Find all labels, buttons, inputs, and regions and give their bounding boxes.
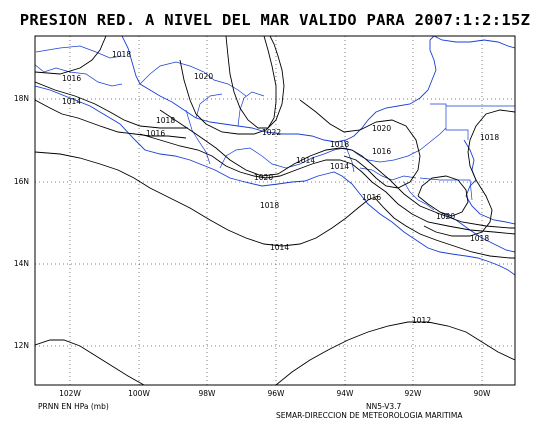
- isobar-label: 1018: [112, 50, 131, 59]
- lon-label: 98W: [199, 389, 217, 398]
- isobar-1016-west: [35, 81, 188, 129]
- isobar-label: 1016: [146, 129, 165, 138]
- model-caption: NN5-V3.7: [366, 402, 402, 411]
- isobar-1018-east: [423, 109, 515, 237]
- lat-label: 14N: [14, 259, 29, 268]
- lon-label: 100W: [128, 389, 150, 398]
- lon-label: 90W: [474, 389, 492, 398]
- isobar-label: 1014: [62, 97, 81, 106]
- caribbean-coast: [463, 139, 515, 225]
- isobar-label: 1012: [412, 316, 431, 325]
- isobar-1020-east: [299, 99, 421, 189]
- isobar-south-west: [35, 339, 145, 385]
- isobar-labels: 1018 1016 1014 1020 1018 1016 1022 1020 …: [62, 50, 499, 325]
- isobar-label: 1018: [330, 140, 349, 149]
- lon-label: 92W: [405, 389, 423, 398]
- isobar-label: 1016: [362, 193, 381, 202]
- isobar-label: 1020: [372, 124, 391, 133]
- isobar-label: 1016: [372, 147, 391, 156]
- map-title: PRESION RED. A NIVEL DEL MAR VALIDO PARA…: [19, 11, 531, 29]
- isobar-label: 1018: [480, 133, 499, 142]
- isobar-1014-east: [374, 197, 515, 259]
- lon-label: 96W: [268, 389, 286, 398]
- isobar-layer: [35, 36, 515, 385]
- isobar-label: 1020: [194, 72, 213, 81]
- isobar-label: 1020: [254, 173, 273, 182]
- isobar-1012: [275, 321, 515, 385]
- yucatan-coast: [433, 36, 515, 49]
- map-frame: [34, 35, 516, 386]
- isobar-1022: [225, 36, 277, 129]
- isobar-label: 1014: [296, 156, 315, 165]
- isobar-1020-mid: [179, 36, 285, 135]
- isobar-1016-mid: [139, 133, 515, 235]
- isobar-1014-mid: [35, 151, 379, 247]
- isobar-label: 1022: [262, 128, 281, 137]
- longitude-labels: 102W 100W 98W 96W 94W 92W 90W: [59, 389, 491, 398]
- isobar-1020-se: [417, 175, 469, 217]
- lat-label: 16N: [14, 177, 29, 186]
- units-caption: PRNN EN HPa (mb): [38, 402, 109, 411]
- isobar-label: 1018: [260, 201, 279, 210]
- isobar-label: 1018: [470, 234, 489, 243]
- lon-label: 102W: [59, 389, 81, 398]
- isobar-label: 1014: [270, 243, 289, 252]
- pacific-coastline: [35, 85, 515, 276]
- isobar-1018-nw: [35, 36, 107, 75]
- lat-label: 18N: [14, 94, 29, 103]
- graticule: [35, 36, 515, 385]
- isobar-label: 1018: [156, 116, 175, 125]
- isobar-label: 1014: [330, 162, 349, 171]
- isobar-label: 1020: [436, 212, 455, 221]
- agency-caption: SEMAR-DIRECCION DE METEOROLOGIA MARITIMA: [276, 411, 463, 420]
- lat-label: 12N: [14, 341, 29, 350]
- lon-label: 94W: [337, 389, 355, 398]
- coastline-layer: [35, 36, 515, 276]
- latitude-labels: 18N 16N 14N 12N: [14, 94, 29, 350]
- gulf-coastline: [121, 36, 437, 143]
- isobar-label: 1016: [62, 74, 81, 83]
- isobar-1018-mid: [159, 109, 515, 229]
- isobar-1014-west: [35, 99, 187, 139]
